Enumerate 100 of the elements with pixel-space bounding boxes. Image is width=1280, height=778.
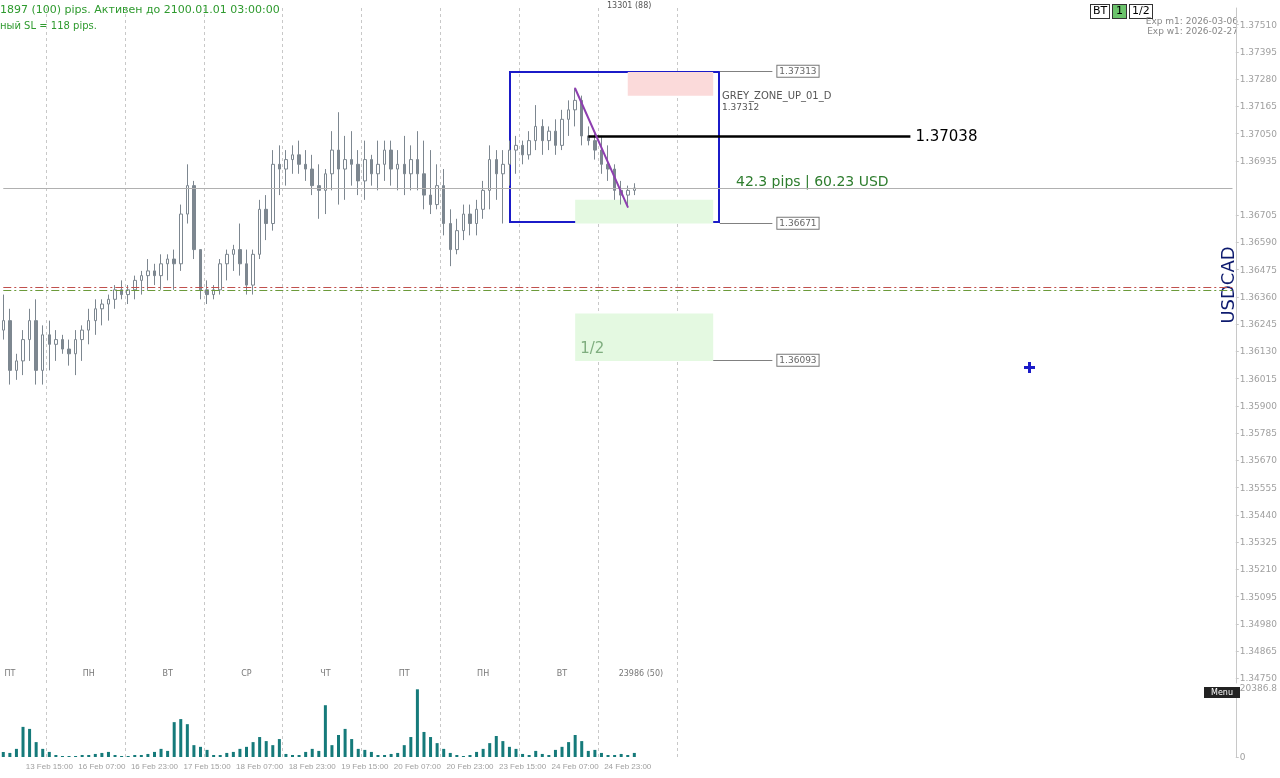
annotation: 23986 (50) xyxy=(618,669,664,679)
bar xyxy=(231,751,235,757)
candlestick xyxy=(350,130,353,187)
y-tick-label: 1.36705 xyxy=(1239,210,1277,221)
candlestick xyxy=(133,275,137,300)
annotation: Exp m1: 2026-03-06 xyxy=(1145,16,1238,27)
candlestick xyxy=(179,204,183,272)
annotation: ВТ xyxy=(162,669,173,679)
bar xyxy=(429,737,433,757)
bar xyxy=(619,753,623,757)
y-tick-label: 1.35900 xyxy=(1239,400,1278,411)
candlestick xyxy=(508,140,511,187)
y-tick-label: 1.34750 xyxy=(1239,673,1278,684)
bar xyxy=(146,753,150,757)
bar xyxy=(567,742,571,757)
bar xyxy=(14,748,18,757)
candlestick xyxy=(389,140,393,187)
bar xyxy=(264,741,268,757)
bar xyxy=(139,754,143,757)
candlestick xyxy=(442,168,445,236)
bar xyxy=(415,689,419,757)
bar xyxy=(383,754,387,757)
candlestick xyxy=(28,308,31,362)
candlestick xyxy=(514,135,518,175)
candlestick xyxy=(232,244,235,272)
y-tick-label: 1.34865 xyxy=(1239,646,1277,657)
candlestick xyxy=(481,180,485,220)
candlestick xyxy=(271,149,275,232)
candlestick xyxy=(34,298,38,386)
bar xyxy=(251,742,255,757)
annotation: 13301 (88) xyxy=(607,1,652,11)
bar xyxy=(310,748,314,757)
candlestick xyxy=(396,149,399,191)
candlestick xyxy=(297,140,301,175)
candlestick xyxy=(205,279,209,305)
y-tick-label: 1.35670 xyxy=(1239,455,1278,466)
bar xyxy=(8,752,12,757)
x-tick-label: 24 Feb 07:00 xyxy=(551,761,600,771)
bar xyxy=(179,719,183,757)
candlestick xyxy=(547,125,551,151)
bar xyxy=(159,748,163,757)
y-tick-label: 1.36935 xyxy=(1239,155,1277,166)
bar xyxy=(198,746,202,757)
bar xyxy=(376,754,380,757)
y-tick-label: 1.37165 xyxy=(1239,101,1277,112)
candlestick xyxy=(534,104,537,151)
candlestick xyxy=(15,353,18,381)
bar xyxy=(245,746,248,757)
candlestick xyxy=(403,135,406,196)
annotation: 1897 (100) pips. Активен до 2100.01.01 03:00:00 xyxy=(0,3,280,17)
candlestick xyxy=(166,253,169,281)
bar xyxy=(113,754,117,757)
bar xyxy=(573,735,577,757)
annotation: ПН xyxy=(477,669,490,679)
bar xyxy=(481,748,485,757)
candlestick xyxy=(527,130,531,161)
y-tick-label: 1.36130 xyxy=(1239,346,1278,357)
annotation: GREY_ZONE_UP_01_D xyxy=(722,90,832,102)
ref-line-label: 1.36671 xyxy=(779,218,817,229)
annotation: ЧТ xyxy=(320,669,331,679)
bar xyxy=(172,722,176,757)
candlestick xyxy=(284,149,288,187)
annotation: ПТ xyxy=(398,669,410,679)
bar xyxy=(205,749,209,757)
bar xyxy=(1,751,5,757)
y-tick-label: 1.36245 xyxy=(1239,319,1277,330)
bar xyxy=(455,754,459,757)
bar xyxy=(389,753,393,757)
candlestick xyxy=(120,279,123,300)
candlestick xyxy=(186,163,189,225)
x-tick-label: 24 Feb 23:00 xyxy=(604,761,652,771)
annotation: Exp w1: 2026-02-27 xyxy=(1147,26,1238,37)
candlestick xyxy=(475,199,478,236)
candlestick xyxy=(376,140,380,191)
y-tick-label: 1.35095 xyxy=(1239,591,1277,602)
bar xyxy=(41,748,45,757)
y-tick-label: 0 xyxy=(1239,752,1246,762)
bar xyxy=(238,748,242,757)
candlestick xyxy=(468,204,472,236)
y-tick-label: 1.35440 xyxy=(1239,509,1278,520)
bar xyxy=(468,754,472,757)
candlestick xyxy=(113,284,117,310)
bar xyxy=(277,739,281,757)
bar xyxy=(409,737,413,757)
bar xyxy=(599,752,603,757)
candlestick xyxy=(488,144,491,210)
bar xyxy=(304,751,308,757)
bar xyxy=(185,724,189,757)
bar xyxy=(632,752,636,757)
candlestick xyxy=(521,140,524,165)
candlestick xyxy=(264,194,268,241)
candlestick xyxy=(67,339,71,367)
candlestick xyxy=(554,118,557,156)
bar xyxy=(106,751,110,757)
y-axis-title: USDCAD xyxy=(1216,246,1239,324)
candlestick xyxy=(324,168,327,215)
y-tick-label: 1.35325 xyxy=(1239,537,1277,548)
bar xyxy=(547,754,551,757)
candlestick xyxy=(61,334,64,355)
bar xyxy=(507,746,511,757)
